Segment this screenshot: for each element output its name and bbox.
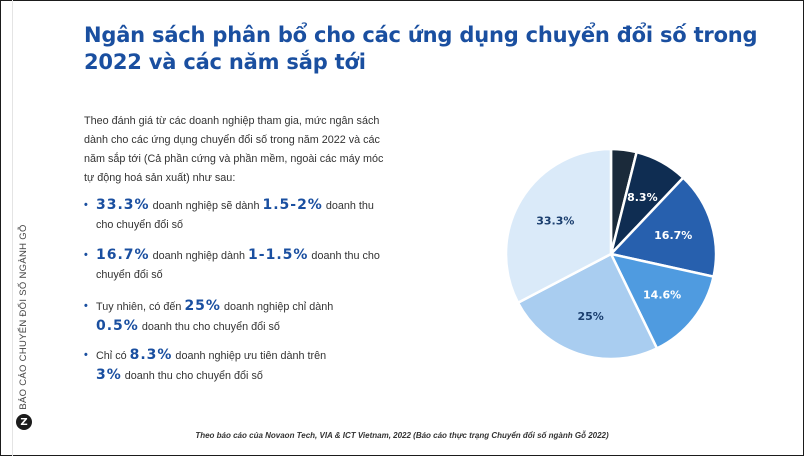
bullet-text: Tuy nhiên, có đến bbox=[96, 301, 185, 313]
bullet-highlight-share: 8.3% bbox=[129, 347, 173, 363]
bullet-item: • 33.3% doanh nghiệp sẽ dành 1.5-2% doan… bbox=[84, 196, 394, 235]
bullet-text: doanh thu cho chuyển đổi số bbox=[121, 370, 263, 382]
budget-pie-chart: 8.3% 16.7% 14.6% 25% 33.3% bbox=[505, 147, 717, 361]
bullet-highlight-budget: 3% bbox=[96, 367, 122, 383]
bullet-dot-icon: • bbox=[84, 349, 88, 361]
bullet-text: doanh thu cho chuyển đổi số bbox=[96, 200, 374, 231]
bullet-dot-icon: • bbox=[84, 249, 88, 261]
bullet-text: doanh thu cho chuyển đổi số bbox=[96, 250, 380, 281]
source-footnote: Theo báo cáo của Novaon Tech, VIA & ICT … bbox=[195, 431, 609, 440]
bullet-item: • 16.7% doanh nghiệp dành 1-1.5% doanh t… bbox=[84, 246, 394, 285]
sidebar-report-label: BÁO CÁO CHUYỂN ĐỔI SỐ NGÀNH GỖ bbox=[18, 224, 29, 410]
pie-slice bbox=[608, 252, 716, 351]
bullet-text: doanh nghiệp ưu tiên dành trên bbox=[172, 350, 327, 362]
bullet-item: • Chỉ có 8.3% doanh nghiệp ưu tiên dành … bbox=[84, 346, 394, 386]
bullet-item: • Tuy nhiên, có đến 25% doanh nghiệp chỉ… bbox=[84, 297, 394, 337]
bullet-highlight-share: 33.3% bbox=[96, 197, 150, 213]
pie-slice-label: 16.7% bbox=[654, 229, 692, 242]
brand-logo-icon: Z bbox=[16, 414, 32, 430]
bullet-text: Chỉ có bbox=[96, 350, 130, 362]
page-title: Ngân sách phân bổ cho các ứng dụng chuyể… bbox=[84, 23, 758, 74]
pie-slice-label: 8.3% bbox=[627, 191, 658, 204]
pie-slice-label: 14.6% bbox=[643, 288, 681, 301]
bullet-dot-icon: • bbox=[84, 199, 88, 211]
intro-paragraph: Theo đánh giá từ các doanh nghiệp tham g… bbox=[84, 115, 384, 184]
bullet-text: doanh nghiệp sẽ dành bbox=[149, 200, 263, 212]
bullet-dot-icon: • bbox=[84, 300, 88, 312]
pie-slice bbox=[516, 252, 659, 361]
bullet-text: doanh nghiệp dành bbox=[149, 250, 249, 262]
bullet-highlight-share: 25% bbox=[184, 298, 221, 314]
bullet-text: doanh nghiệp chỉ dành bbox=[220, 301, 334, 313]
pie-slice-label: 25% bbox=[578, 310, 604, 323]
pie-slice bbox=[505, 147, 613, 305]
bullet-highlight-budget: 1.5-2% bbox=[262, 197, 323, 213]
bullet-highlight-share: 16.7% bbox=[96, 247, 150, 263]
pie-slice bbox=[608, 176, 717, 279]
bullet-highlight-budget: 1-1.5% bbox=[248, 247, 309, 263]
bullet-highlight-budget: 0.5% bbox=[96, 318, 139, 334]
sidebar-divider bbox=[12, 0, 13, 456]
pie-slice-label: 33.3% bbox=[536, 214, 574, 227]
bullet-text: doanh thu cho chuyển đổi số bbox=[138, 321, 280, 333]
